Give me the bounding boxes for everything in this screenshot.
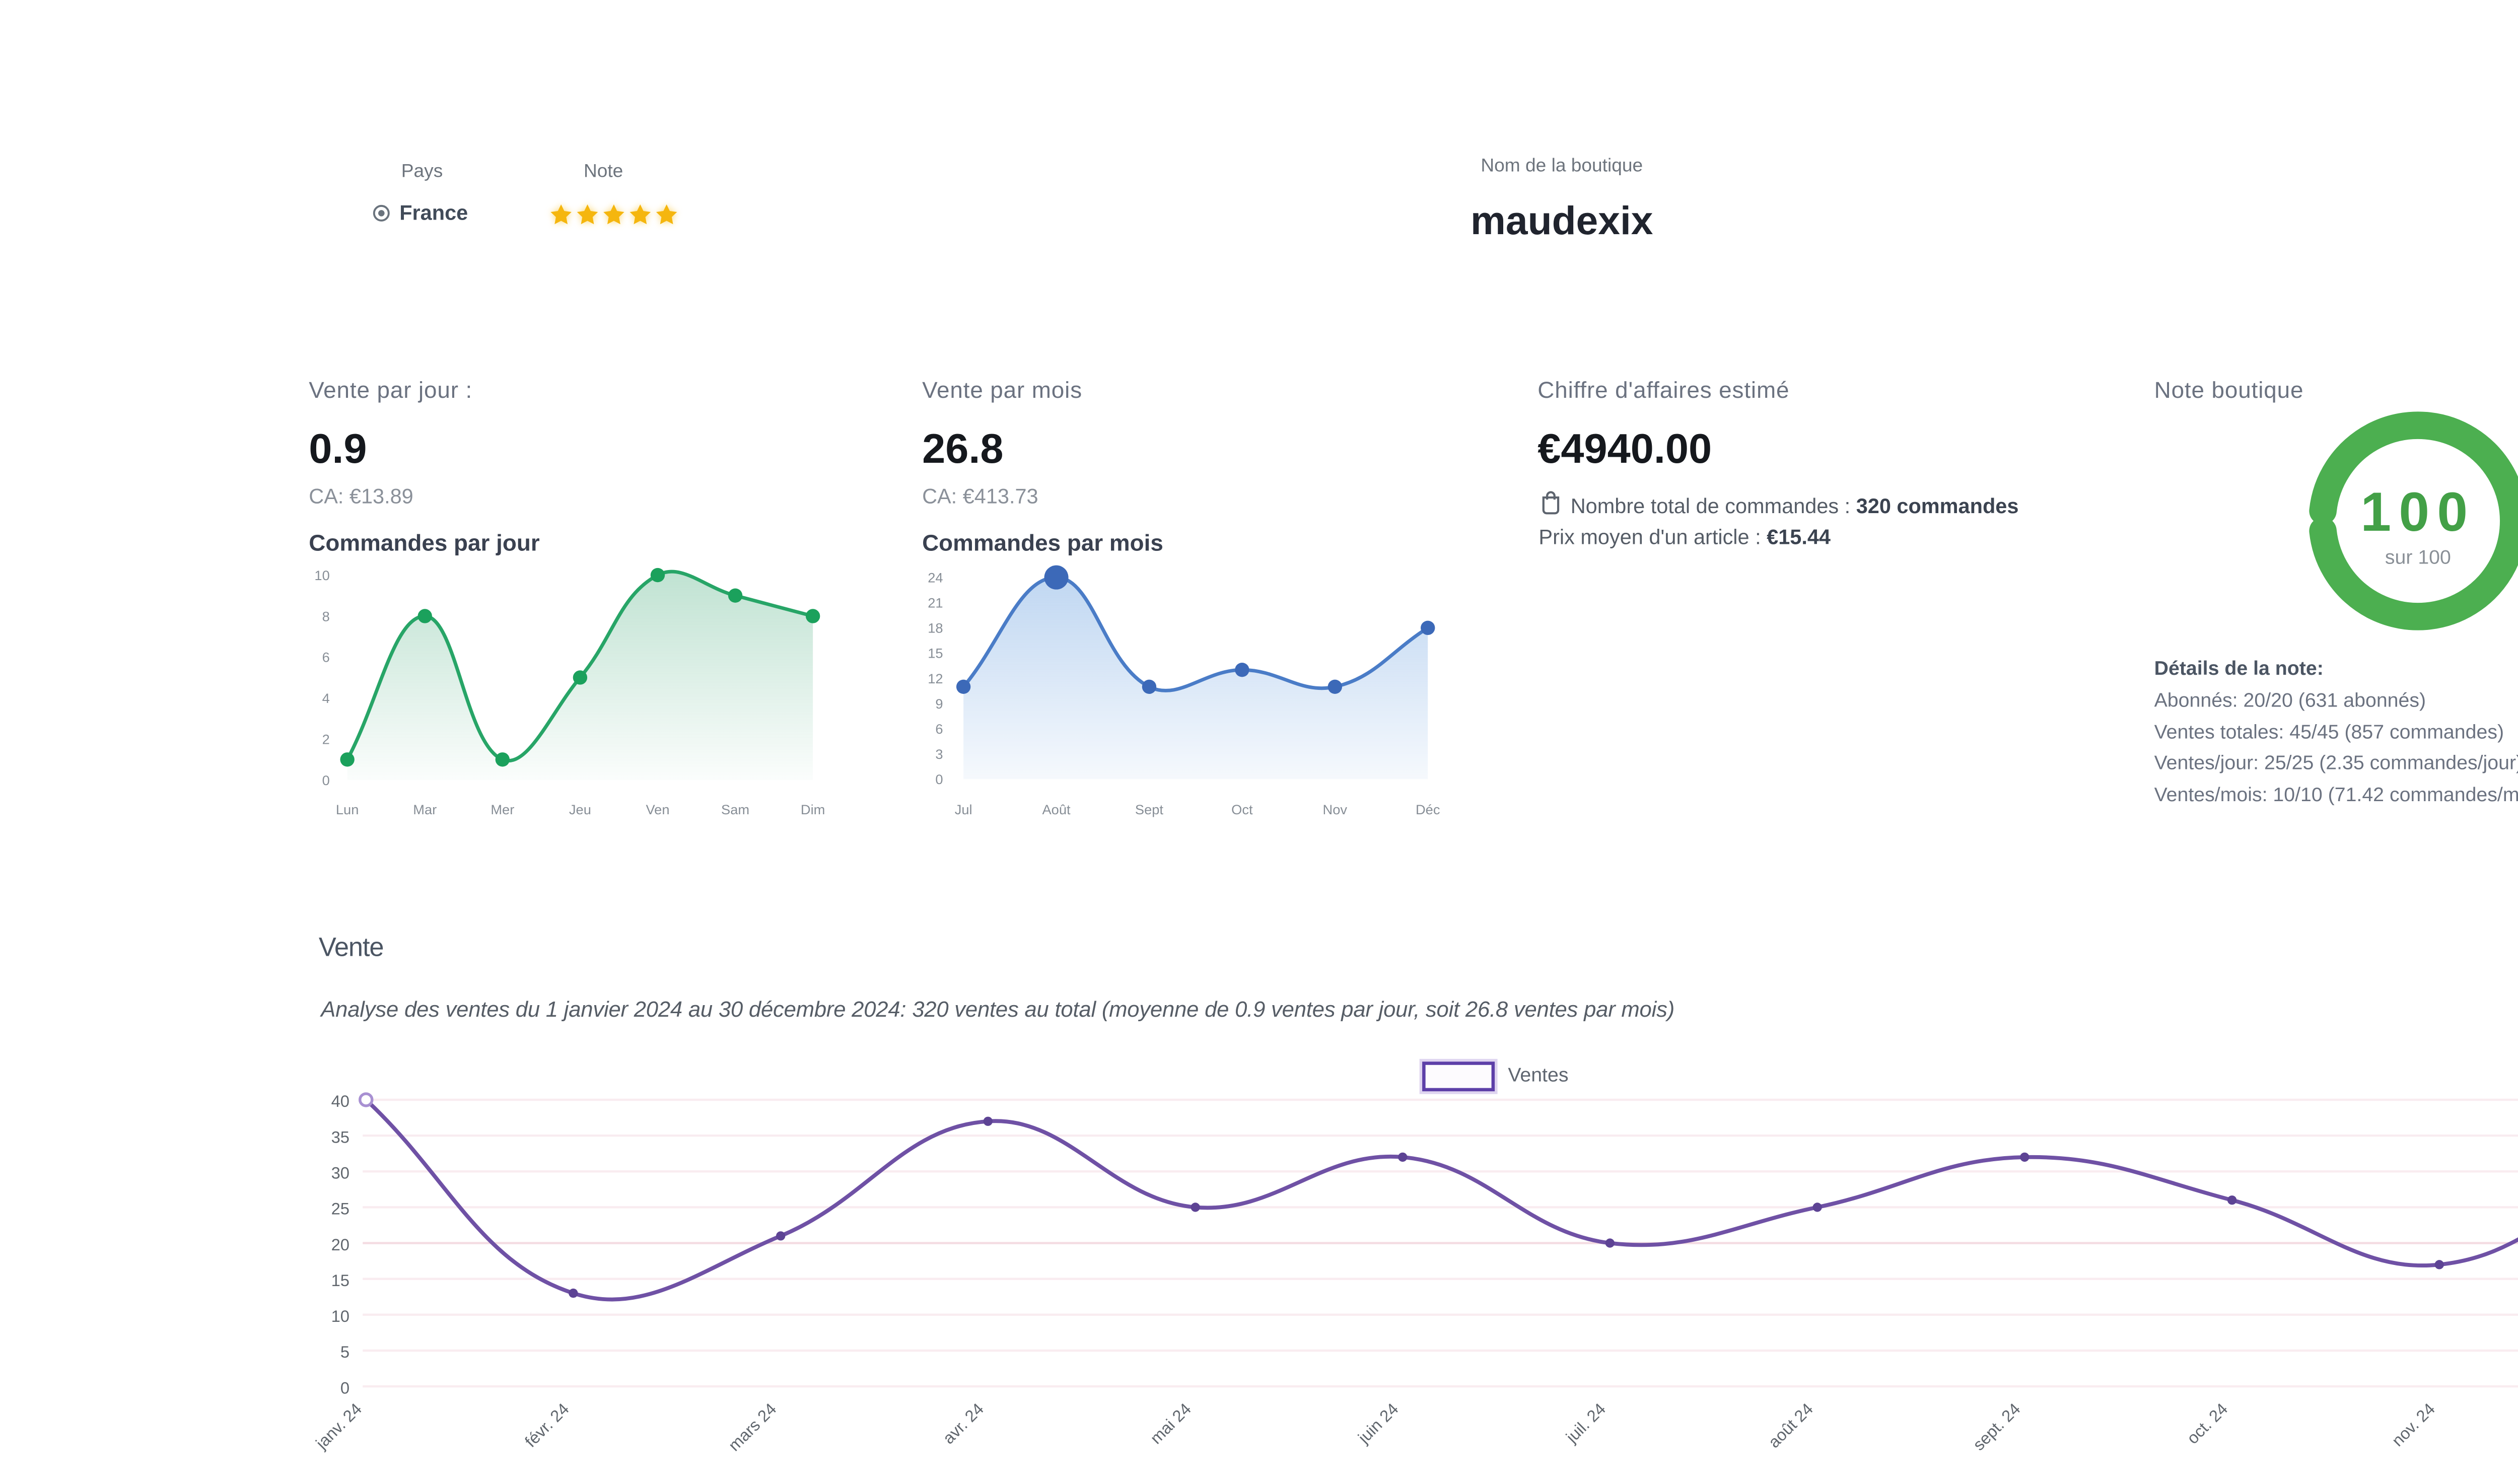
svg-text:9: 9: [935, 696, 943, 712]
svg-text:sept. 24: sept. 24: [1969, 1399, 2023, 1454]
svg-text:15: 15: [928, 646, 943, 661]
svg-text:25: 25: [331, 1199, 349, 1218]
svg-text:juin 24: juin 24: [1354, 1399, 1402, 1447]
svg-text:18: 18: [928, 620, 943, 636]
svg-text:Mer: Mer: [491, 802, 514, 817]
svg-text:Lun: Lun: [336, 802, 359, 817]
svg-text:Mar: Mar: [413, 802, 437, 817]
svg-text:Jul: Jul: [955, 802, 972, 817]
svg-text:15: 15: [331, 1271, 349, 1290]
svg-text:Sept: Sept: [1135, 802, 1164, 817]
svg-text:6: 6: [322, 650, 330, 665]
svg-text:Août: Août: [1042, 802, 1071, 817]
svg-text:8: 8: [322, 608, 330, 624]
svg-text:avr. 24: avr. 24: [939, 1399, 988, 1448]
svg-text:mai 24: mai 24: [1146, 1399, 1195, 1448]
svg-text:4: 4: [322, 690, 330, 706]
svg-text:nov. 24: nov. 24: [2388, 1399, 2438, 1450]
svg-text:Ven: Ven: [646, 802, 669, 817]
svg-text:Dim: Dim: [801, 802, 825, 817]
svg-text:10: 10: [331, 1307, 349, 1325]
svg-text:20: 20: [331, 1235, 349, 1254]
svg-text:12: 12: [928, 671, 943, 686]
svg-text:Nov: Nov: [1323, 802, 1348, 817]
svg-text:21: 21: [928, 595, 943, 611]
svg-text:40: 40: [331, 1092, 349, 1110]
svg-text:févr. 24: févr. 24: [521, 1399, 573, 1451]
svg-text:0: 0: [935, 771, 943, 787]
svg-text:6: 6: [935, 721, 943, 737]
svg-text:Oct: Oct: [1231, 802, 1253, 817]
svg-text:5: 5: [340, 1342, 349, 1361]
svg-text:Jeu: Jeu: [569, 802, 591, 817]
svg-text:Déc: Déc: [1416, 802, 1440, 817]
svg-text:0: 0: [340, 1378, 349, 1397]
svg-text:oct. 24: oct. 24: [2183, 1399, 2231, 1448]
svg-text:3: 3: [935, 746, 943, 762]
svg-text:30: 30: [331, 1163, 349, 1182]
svg-text:Sam: Sam: [721, 802, 749, 817]
svg-text:juil. 24: juil. 24: [1562, 1399, 1610, 1447]
svg-text:2: 2: [322, 732, 330, 747]
svg-text:0: 0: [322, 772, 330, 788]
svg-text:24: 24: [928, 570, 943, 585]
svg-text:10: 10: [314, 568, 329, 583]
svg-text:35: 35: [331, 1127, 349, 1146]
svg-text:janv. 24: janv. 24: [312, 1399, 365, 1453]
svg-text:août 24: août 24: [1765, 1399, 1816, 1451]
svg-text:mars 24: mars 24: [725, 1399, 780, 1455]
